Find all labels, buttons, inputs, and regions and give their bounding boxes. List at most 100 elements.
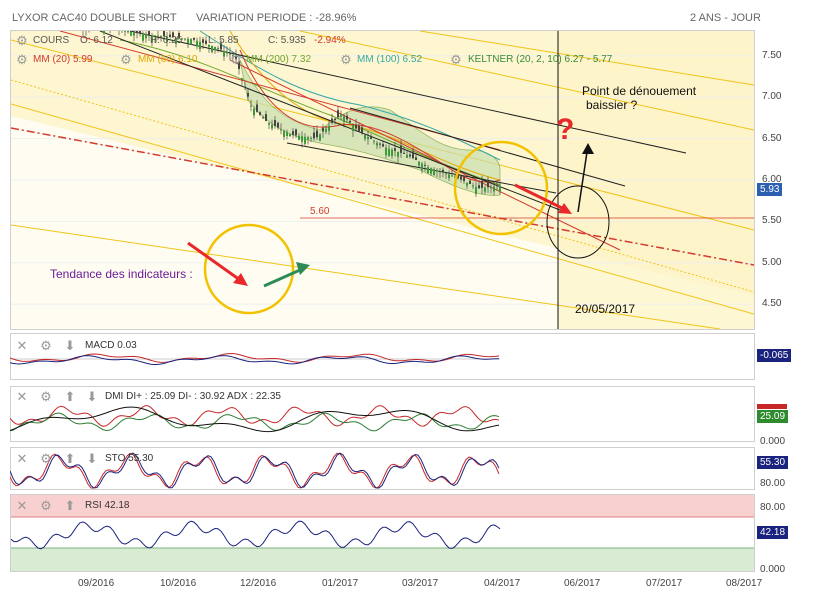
candle-body [250, 105, 252, 107]
dmi-down-icon[interactable]: ⬇ [86, 389, 98, 404]
rsi-badge: 42.18 [757, 526, 789, 539]
y-tick-label: 6.50 [762, 132, 782, 144]
candle-body [64, 20, 66, 24]
candle-body [346, 115, 348, 120]
candles-group [64, 20, 501, 197]
candle-body [412, 151, 414, 159]
trend-black-3 [349, 107, 626, 187]
x-tick-label: 08/2017 [726, 578, 763, 589]
candle-body [472, 185, 474, 187]
mm20-label: MM (20) 5.99 [33, 54, 93, 65]
channel-line-2 [11, 103, 754, 315]
annotation-question-mark: ? [556, 113, 575, 146]
candle-body [160, 36, 162, 38]
sto-settings-icon[interactable]: ⚙ [40, 451, 52, 466]
candle-body [292, 131, 294, 135]
candle-body [172, 32, 174, 38]
rsi-close-icon[interactable]: ✕ [16, 498, 28, 513]
long-term-support [11, 127, 754, 266]
last-price-badge: 5.93 [757, 183, 783, 196]
settings-icon[interactable]: ⚙ [16, 33, 28, 48]
mm100-settings-icon[interactable]: ⚙ [340, 52, 352, 67]
candle-body [424, 164, 426, 166]
y-tick-label: 6.00 [762, 174, 782, 185]
x-tick-label: 09/2016 [78, 578, 115, 589]
candle-body [235, 55, 237, 60]
candle-body [151, 35, 153, 43]
candle-body [187, 38, 189, 43]
rsi-label: RSI 42.18 [85, 500, 130, 511]
candle-body [436, 170, 438, 172]
candle-body [226, 52, 228, 54]
candle-body [403, 152, 405, 154]
mm100-line [199, 31, 501, 161]
x-tick-label: 12/2016 [240, 578, 277, 589]
candle-body [145, 34, 147, 39]
sto-up-icon[interactable]: ⬆ [64, 451, 76, 466]
sto-panel[interactable] [10, 447, 755, 490]
candle-body [496, 184, 498, 187]
macd-close-icon[interactable]: ✕ [16, 338, 28, 353]
candle-body [214, 46, 216, 50]
candle-body [268, 123, 270, 125]
candle-body [157, 35, 159, 37]
mm100-label: MM (100) 6.52 [357, 54, 423, 65]
candle-body [337, 110, 339, 118]
candle-body [322, 128, 324, 132]
sto-down-icon[interactable]: ⬇ [86, 451, 98, 466]
candle-body [91, 22, 93, 25]
candle-body [301, 136, 303, 142]
candle-body [82, 23, 84, 30]
candle-body [265, 114, 267, 121]
candle-body [271, 124, 273, 129]
candle-body [118, 30, 120, 31]
rsi-settings-icon[interactable]: ⚙ [40, 498, 52, 513]
dmi-red-badge [757, 404, 787, 409]
sto-close-icon[interactable]: ✕ [16, 451, 28, 466]
macd-down-icon[interactable]: ⬇ [64, 338, 76, 353]
candle-body [136, 31, 138, 33]
rsi-panel[interactable] [10, 494, 755, 572]
candle-body [481, 180, 483, 188]
annotation-tendance: Tendance des indicateurs : [50, 267, 193, 281]
mm20-settings-icon[interactable]: ⚙ [16, 52, 28, 67]
dmi-panel[interactable] [10, 386, 755, 442]
candle-body [175, 37, 177, 44]
candle-body [241, 78, 243, 80]
period-label[interactable]: 2 ANS - JOUR [690, 12, 761, 24]
macd-panel[interactable] [10, 333, 755, 380]
keltner-settings-icon[interactable]: ⚙ [450, 52, 462, 67]
candle-body [283, 130, 285, 137]
trend-black-4 [99, 31, 561, 211]
dmi-close-icon[interactable]: ✕ [16, 389, 28, 404]
candle-body [370, 137, 372, 139]
dmi-settings-icon[interactable]: ⚙ [40, 389, 52, 404]
dmi-badge: 25.09 [757, 410, 789, 423]
candle-body [406, 154, 408, 158]
x-tick-label: 01/2017 [322, 578, 359, 589]
candle-body [310, 137, 312, 139]
y-tick-label: 5.00 [762, 256, 782, 268]
close-value: C: 5.935 [268, 35, 306, 46]
macd-settings-icon[interactable]: ⚙ [40, 338, 52, 353]
x-tick-label: 10/2016 [160, 578, 197, 589]
candle-body [400, 145, 402, 153]
candle-body [85, 24, 87, 30]
candle-body [142, 33, 144, 41]
candle-body [484, 187, 486, 192]
mm60-line [229, 31, 501, 181]
candle-body [100, 23, 102, 27]
variation-label: VARIATION PERIODE : -28.96% [196, 12, 357, 24]
dmi-zero-label: 0.000 [760, 436, 786, 447]
rsi-up-icon[interactable]: ⬆ [64, 498, 76, 513]
candle-body [361, 127, 363, 134]
price-plot-area [11, 20, 754, 329]
circle-indicators [203, 223, 295, 315]
price-panel[interactable] [10, 30, 755, 330]
mm200-settings-icon[interactable]: ⚙ [230, 52, 242, 67]
dmi-up-icon[interactable]: ⬆ [64, 389, 76, 404]
candle-body [379, 143, 381, 145]
mm60-settings-icon[interactable]: ⚙ [120, 52, 132, 67]
candle-body [256, 104, 258, 112]
ellipse-target [546, 185, 610, 259]
